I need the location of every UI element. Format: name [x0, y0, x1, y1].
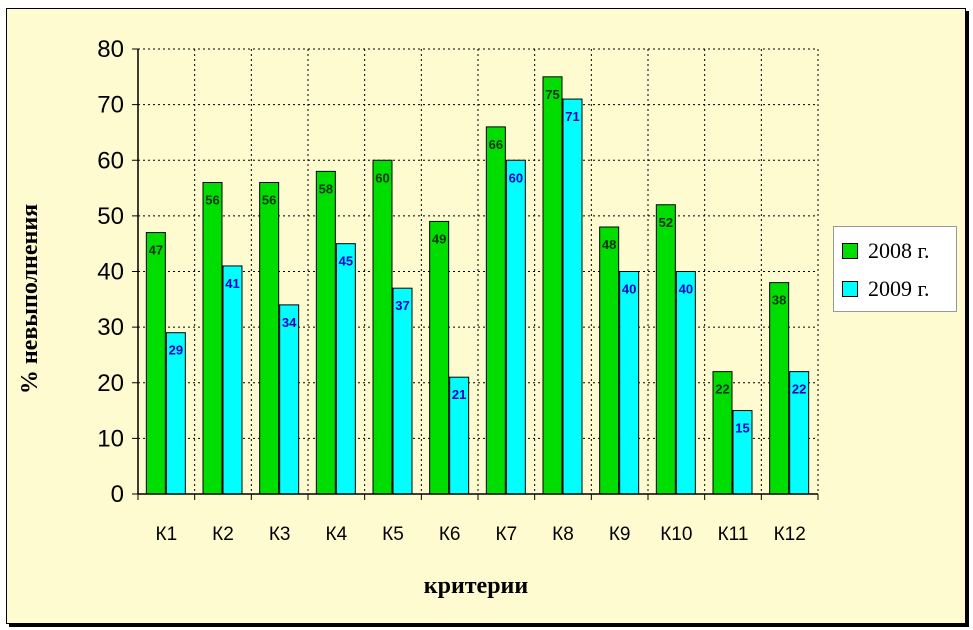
bar-2008г-К5 — [372, 159, 393, 495]
x-tick-label: К4 — [326, 524, 348, 545]
data-label: 45 — [339, 254, 353, 269]
data-label: 34 — [282, 315, 297, 330]
bar-2008г-К9 — [599, 226, 620, 495]
x-tick-label: К1 — [156, 524, 178, 545]
y-tick-label: 40 — [97, 259, 124, 286]
data-label: 37 — [395, 298, 409, 313]
bar-2009г-К3 — [279, 304, 300, 495]
y-tick-label: 60 — [97, 147, 124, 174]
y-tick-label: 50 — [97, 203, 124, 230]
bar-2009г-К10 — [675, 271, 696, 495]
gridlines — [138, 48, 819, 494]
bar-2009г-К4 — [335, 243, 356, 495]
bar-2009г-К7 — [505, 159, 526, 495]
y-tick-labels: 0 10 20 30 40 50 60 70 80 — [97, 36, 124, 508]
data-label: 66 — [489, 137, 503, 152]
x-axis-title: критерии — [424, 573, 529, 599]
bars — [145, 76, 810, 495]
data-label: 22 — [715, 382, 729, 397]
bar-2009г-К8 — [562, 98, 583, 495]
chart-frame: 0 10 20 30 40 50 60 70 80 К1 К2 К3 К4 К5 К6 К7 К8 К9 К10 К… — [6, 8, 966, 624]
legend-label-2008: 2008 г. — [868, 238, 930, 263]
legend-item-2008: 2008 г. — [842, 238, 930, 264]
data-label: 71 — [565, 109, 579, 124]
x-tick-label: К2 — [212, 524, 234, 545]
legend-label-2009: 2009 г. — [868, 276, 930, 301]
bar-2008г-К6 — [429, 220, 450, 495]
y-tick-label: 80 — [97, 36, 124, 63]
bar-2009г-К9 — [619, 271, 640, 495]
legend-item-2009: 2009 г. — [842, 276, 930, 302]
data-label: 60 — [509, 170, 523, 185]
x-tick-label: К5 — [382, 524, 404, 545]
data-label: 60 — [375, 170, 389, 185]
data-label: 75 — [545, 87, 559, 102]
x-tick-label: К10 — [660, 524, 692, 545]
legend-swatch-2009 — [842, 281, 858, 297]
bar-2009г-К2 — [222, 265, 243, 495]
data-label: 38 — [772, 293, 786, 308]
x-tick-label: К6 — [439, 524, 461, 545]
x-tick-labels: К1 К2 К3 К4 К5 К6 К7 К8 К9 К10 К11 К12 — [156, 524, 806, 545]
x-tick-label: К11 — [718, 524, 749, 545]
x-tick-label: К9 — [609, 524, 631, 545]
data-label: 41 — [225, 276, 239, 291]
data-label: 48 — [602, 237, 616, 252]
data-label: 40 — [622, 282, 636, 297]
bar-2008г-К12 — [769, 282, 790, 495]
bar-2008г-К10 — [655, 204, 676, 495]
bar-2008г-К3 — [259, 182, 280, 495]
data-label: 21 — [452, 387, 466, 402]
data-label: 47 — [149, 243, 163, 258]
y-tick-label: 20 — [97, 370, 124, 397]
data-label: 56 — [262, 193, 276, 208]
x-tick-label: К8 — [552, 524, 574, 545]
x-tick-label: К3 — [269, 524, 291, 545]
bar-2008г-К2 — [202, 182, 223, 495]
x-tick-label: К12 — [774, 524, 806, 545]
y-tick-label: 0 — [111, 481, 124, 508]
y-axis-title: % невыполнения — [17, 204, 43, 394]
y-tick-label: 30 — [97, 314, 124, 341]
bar-2009г-К5 — [392, 287, 413, 495]
bar-2008г-К8 — [542, 76, 563, 495]
data-label: 40 — [679, 282, 693, 297]
data-label: 15 — [735, 421, 749, 436]
data-label: 56 — [205, 193, 219, 208]
data-label: 29 — [169, 343, 183, 358]
bar-2008г-К7 — [485, 126, 506, 495]
data-label: 52 — [659, 215, 673, 230]
bar-2008г-К1 — [145, 232, 166, 495]
legend-swatch-2008 — [842, 243, 858, 259]
data-label: 22 — [792, 382, 806, 397]
axes — [132, 48, 819, 500]
data-label: 58 — [319, 181, 333, 196]
y-tick-label: 70 — [97, 92, 124, 119]
x-tick-label: К7 — [496, 524, 518, 545]
bar-2008г-К4 — [315, 170, 336, 495]
y-tick-label: 10 — [97, 425, 124, 452]
data-label: 49 — [432, 231, 446, 246]
data-labels: 47 29 56 41 56 34 58 45 60 37 49 21 66 60 75 71 48 40 52 40… — [149, 87, 807, 436]
legend: 2008 г. 2009 г. — [833, 226, 957, 312]
